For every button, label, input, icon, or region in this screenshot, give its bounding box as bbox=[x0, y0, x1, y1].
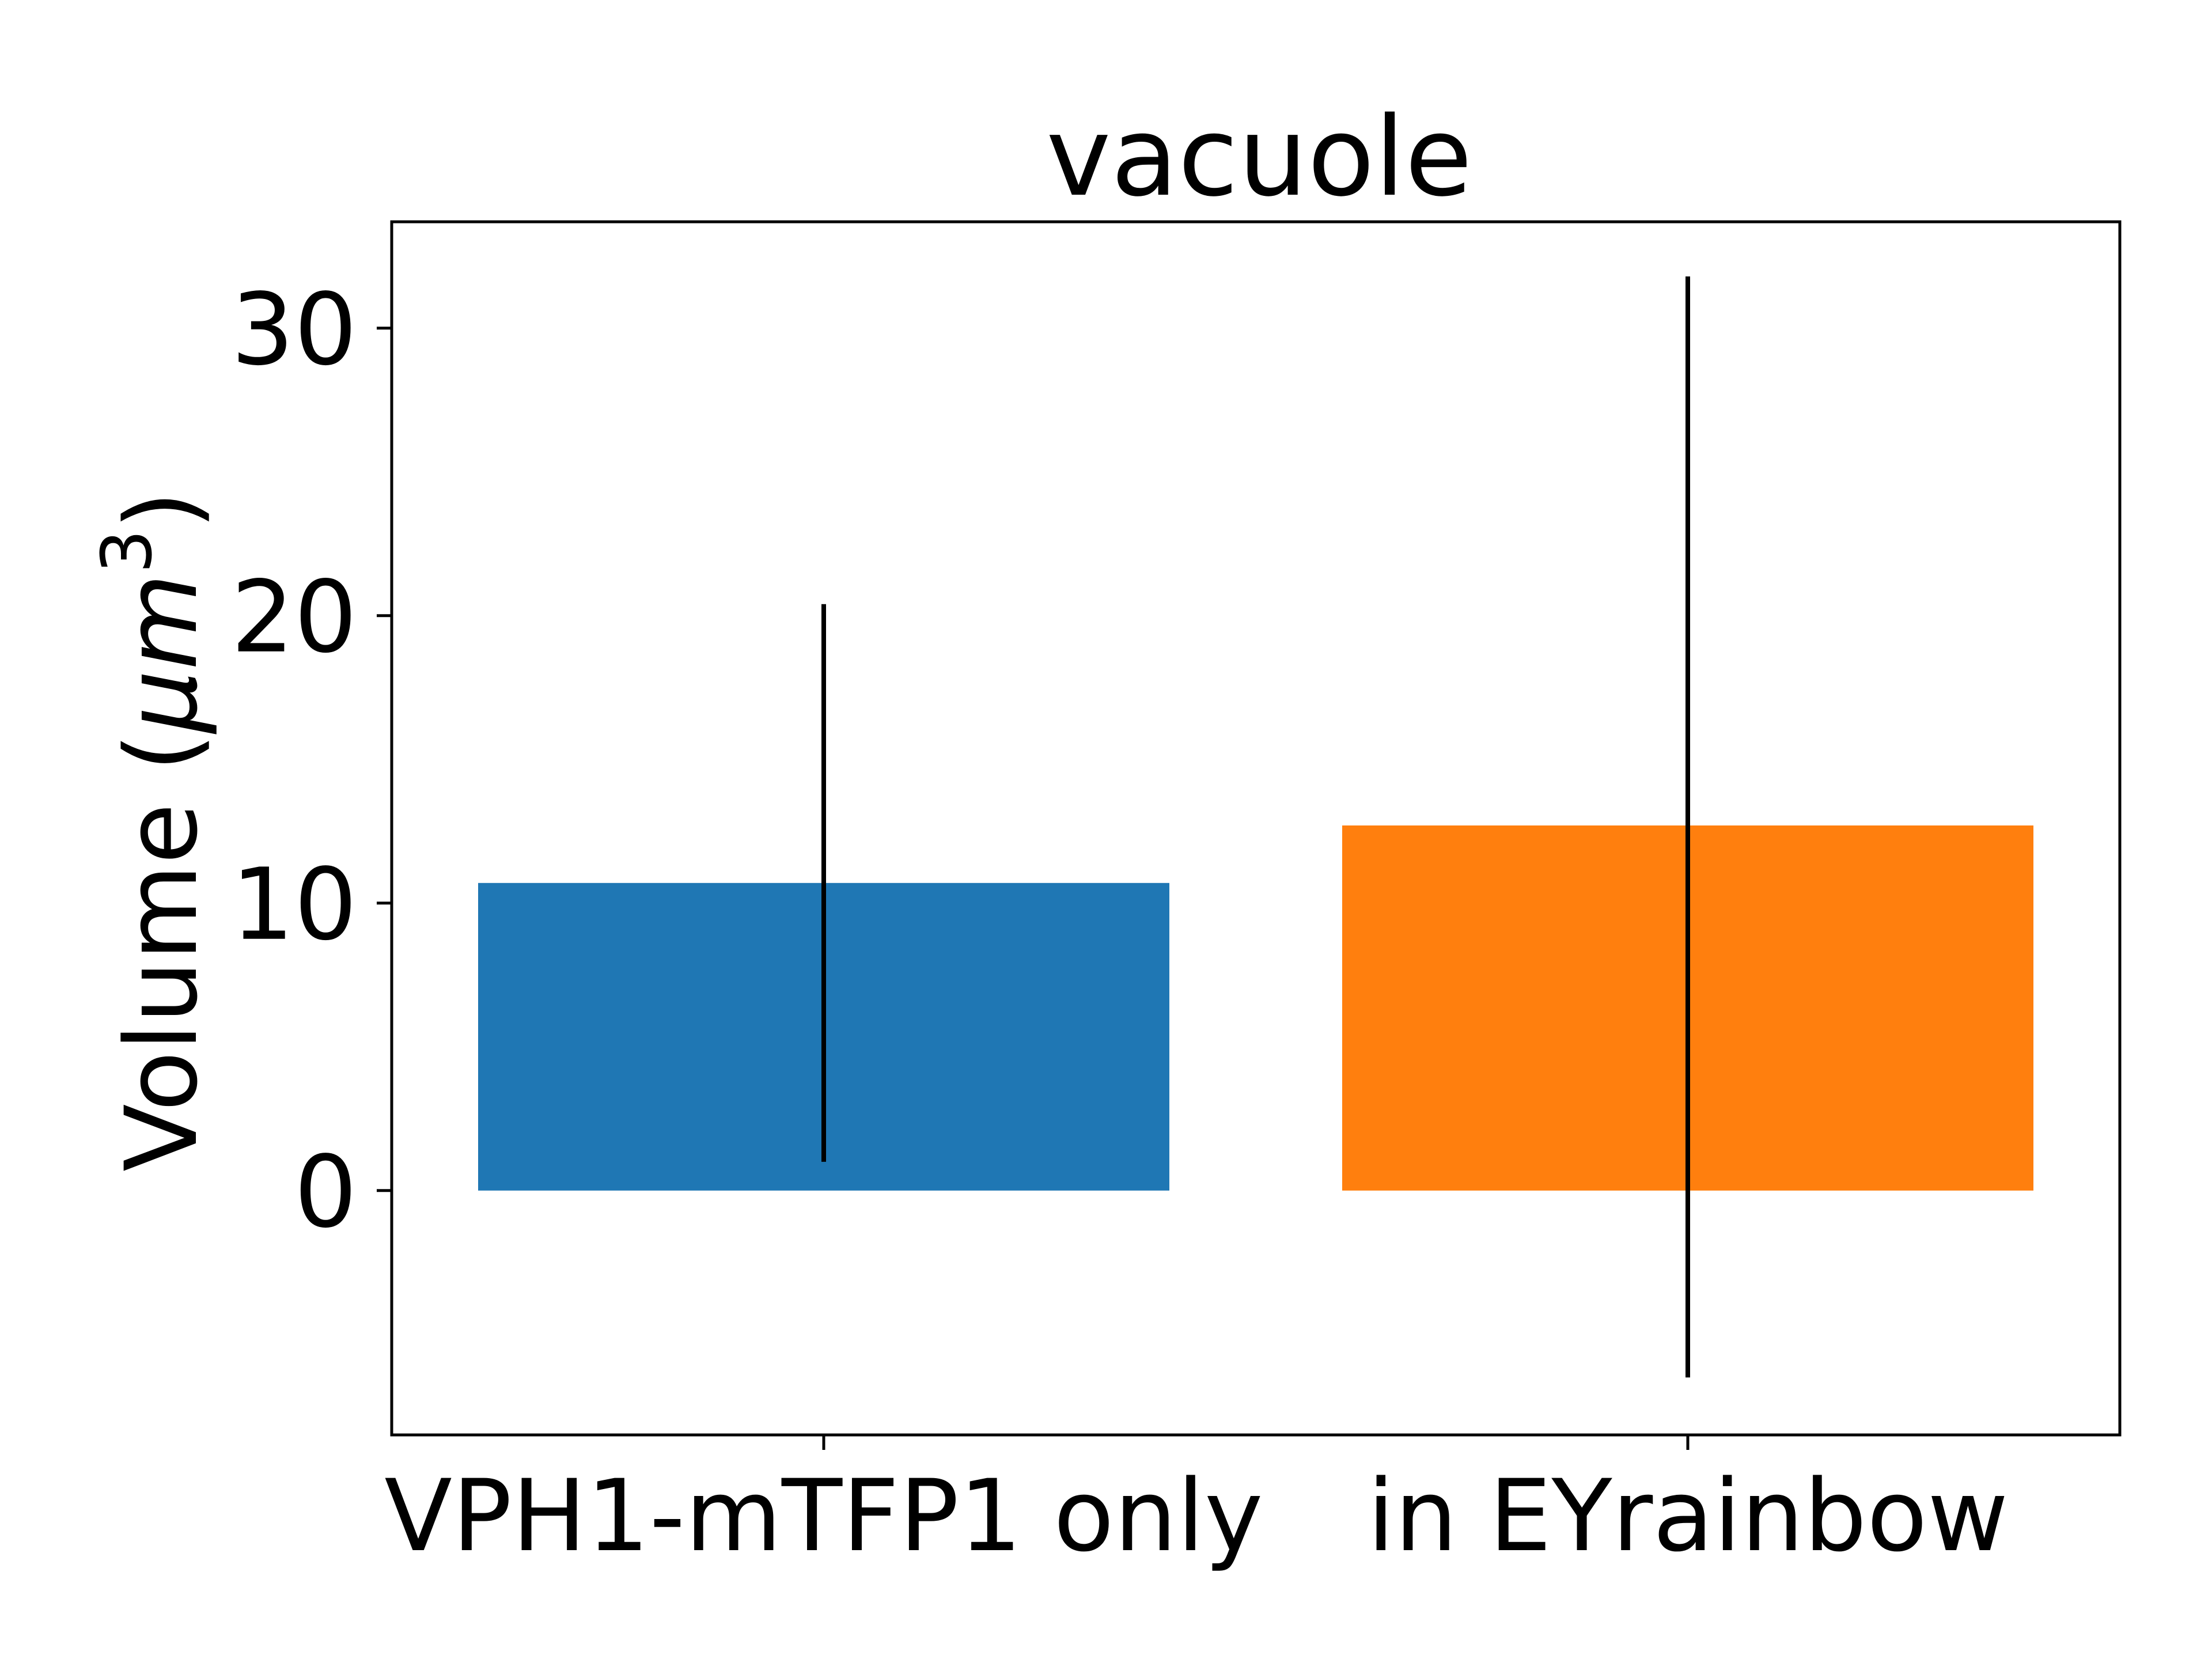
bars-layer bbox=[478, 825, 2033, 1191]
x-tick-label-1: VPH1-mTFP1 only bbox=[384, 1458, 1263, 1574]
plot-area-frame bbox=[390, 220, 2122, 1437]
svg-text:Volume (μm3): Volume (μm3) bbox=[88, 491, 219, 1172]
y-tick-label-30: 30 bbox=[231, 272, 357, 388]
x-axis-ticks: VPH1-mTFP1 only in EYrainbow bbox=[384, 1435, 2009, 1574]
y-tick-label-10: 10 bbox=[231, 847, 357, 963]
x-tick-label-2: in EYrainbow bbox=[1367, 1458, 2008, 1574]
chart-title: vacuole bbox=[1046, 93, 1472, 221]
y-axis-label-mu: μ bbox=[104, 670, 219, 734]
error-bars-layer bbox=[821, 276, 1690, 1378]
y-axis-label-close: ) bbox=[104, 491, 219, 529]
y-axis-label: Volume (μm3) bbox=[88, 491, 219, 1172]
y-axis-label-superscript: 3 bbox=[88, 529, 168, 573]
y-axis-ticks: 0 10 20 30 bbox=[231, 272, 392, 1250]
y-tick-label-0: 0 bbox=[294, 1134, 357, 1250]
y-tick-label-20: 20 bbox=[231, 559, 357, 675]
y-axis-label-text: Volume ( bbox=[104, 733, 219, 1172]
y-axis-label-m: m bbox=[104, 573, 219, 670]
